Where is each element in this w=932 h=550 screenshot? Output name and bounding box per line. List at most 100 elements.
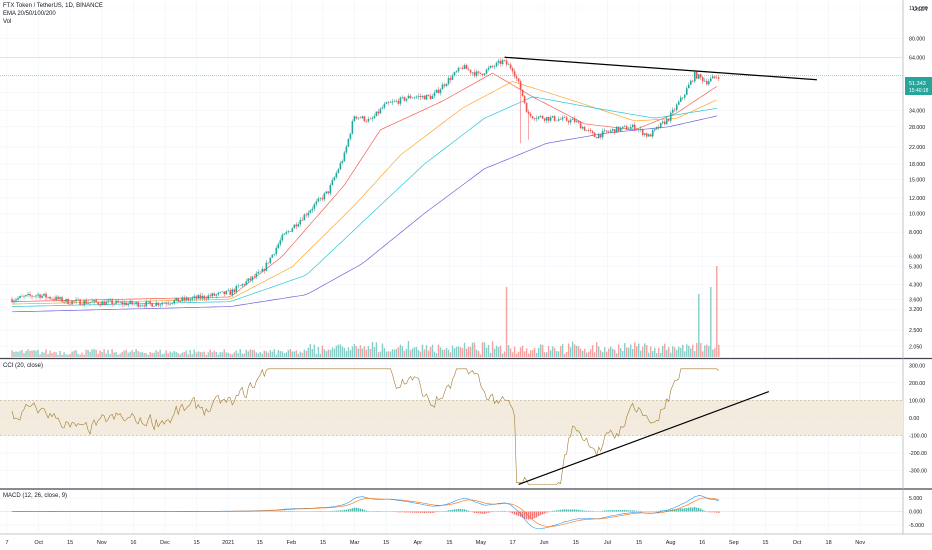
volume-bar	[511, 352, 514, 357]
candle-body	[109, 300, 111, 301]
macd-histogram-bar	[587, 510, 590, 512]
candle-body	[567, 120, 570, 123]
macd-signal-line	[12, 497, 719, 527]
candle-body	[137, 302, 139, 307]
candle-body	[583, 127, 586, 131]
candle-body	[505, 60, 508, 65]
candle-body	[433, 92, 436, 97]
candle-body	[187, 297, 190, 301]
macd-histogram-bar	[513, 511, 516, 515]
volume-bar	[205, 354, 207, 357]
candle-body	[623, 126, 626, 127]
candle-body	[65, 298, 67, 302]
volume-bar	[15, 351, 17, 357]
volume-bar	[644, 343, 646, 357]
volume-bar	[193, 349, 195, 357]
macd-histogram-bar	[573, 509, 576, 512]
volume-bar	[215, 352, 217, 357]
volume-bar	[271, 351, 274, 357]
volume-bar	[461, 348, 464, 357]
volume-bar	[495, 345, 498, 357]
candle-body	[39, 294, 41, 298]
x-tick-label: 15	[636, 540, 642, 546]
candle-body	[439, 89, 442, 93]
volume-bar	[345, 351, 348, 357]
candle-body	[515, 76, 518, 79]
macd-histogram-bar	[433, 511, 436, 513]
volume-bar	[445, 348, 448, 357]
volume-bar	[573, 344, 576, 357]
candle-body	[681, 97, 684, 99]
macd-histogram-bar	[347, 509, 350, 512]
volume-bar	[479, 354, 482, 357]
macd-histogram-bar	[638, 510, 640, 512]
candle-body	[293, 224, 296, 229]
candle-body	[611, 129, 614, 131]
candle-body	[481, 73, 484, 75]
macd-histogram-bar	[403, 511, 406, 513]
candle-body	[301, 219, 304, 221]
volume-bar	[311, 349, 314, 357]
cci-tick-label: 100.00	[909, 398, 925, 404]
volume-bar	[101, 351, 103, 357]
volume-bar	[636, 346, 638, 357]
candle-body	[713, 76, 716, 78]
macd-histogram-bar	[656, 510, 658, 512]
volume-bar	[698, 294, 700, 357]
volume-bar	[139, 352, 141, 357]
candle-body	[653, 128, 656, 131]
volume-bar	[395, 348, 398, 357]
candle-body	[149, 301, 151, 304]
candle-body	[487, 67, 490, 70]
candle-body	[49, 296, 51, 299]
cci-tick-label: -200.00	[909, 451, 927, 457]
volume-bar	[519, 347, 522, 357]
volume-bar	[283, 353, 286, 357]
candle-body	[345, 146, 348, 153]
volume-bar	[708, 345, 710, 357]
volume-bar	[499, 345, 502, 357]
candle-body	[587, 130, 590, 131]
candle-body	[667, 118, 670, 121]
volume-bar	[91, 349, 93, 357]
candlesticks[interactable]	[11, 58, 720, 309]
candle-body	[127, 303, 129, 306]
macd-histogram-bar	[523, 511, 526, 519]
candle-body	[19, 296, 21, 298]
candle-body	[485, 69, 488, 74]
volume-bar	[589, 349, 592, 357]
candle-body	[711, 76, 714, 79]
candle-body	[139, 305, 141, 307]
macd-histogram-bar	[407, 511, 410, 513]
macd-histogram-bar	[710, 511, 712, 513]
macd-histogram-bar	[451, 509, 454, 512]
volume-bar	[559, 346, 562, 357]
volume-bar	[634, 342, 636, 357]
volume-bar	[281, 351, 284, 357]
candle-body	[249, 278, 252, 281]
macd-histogram-bar	[696, 507, 698, 512]
candle-body	[539, 115, 542, 117]
volume-bar	[411, 348, 414, 357]
candle-body	[93, 300, 95, 302]
candle-body	[469, 69, 472, 73]
candle-body	[305, 214, 308, 216]
volume-bar	[173, 350, 175, 357]
macd-histogram-bar	[674, 509, 676, 512]
macd-histogram-bar	[401, 511, 404, 513]
candle-body	[261, 269, 264, 272]
candle-body	[131, 300, 133, 304]
volume-bar	[407, 341, 410, 357]
price-badge-bg	[905, 77, 932, 95]
candle-body	[323, 193, 326, 200]
macd-histogram-bar	[575, 509, 578, 512]
candle-body	[367, 118, 370, 122]
volume-bar	[607, 348, 610, 357]
candle-body	[61, 297, 63, 302]
volume-bar	[219, 352, 221, 357]
volume-bar	[503, 351, 506, 357]
volume-bar	[527, 353, 530, 357]
volume-bar	[377, 352, 380, 357]
macd-histogram-bar	[509, 511, 512, 513]
